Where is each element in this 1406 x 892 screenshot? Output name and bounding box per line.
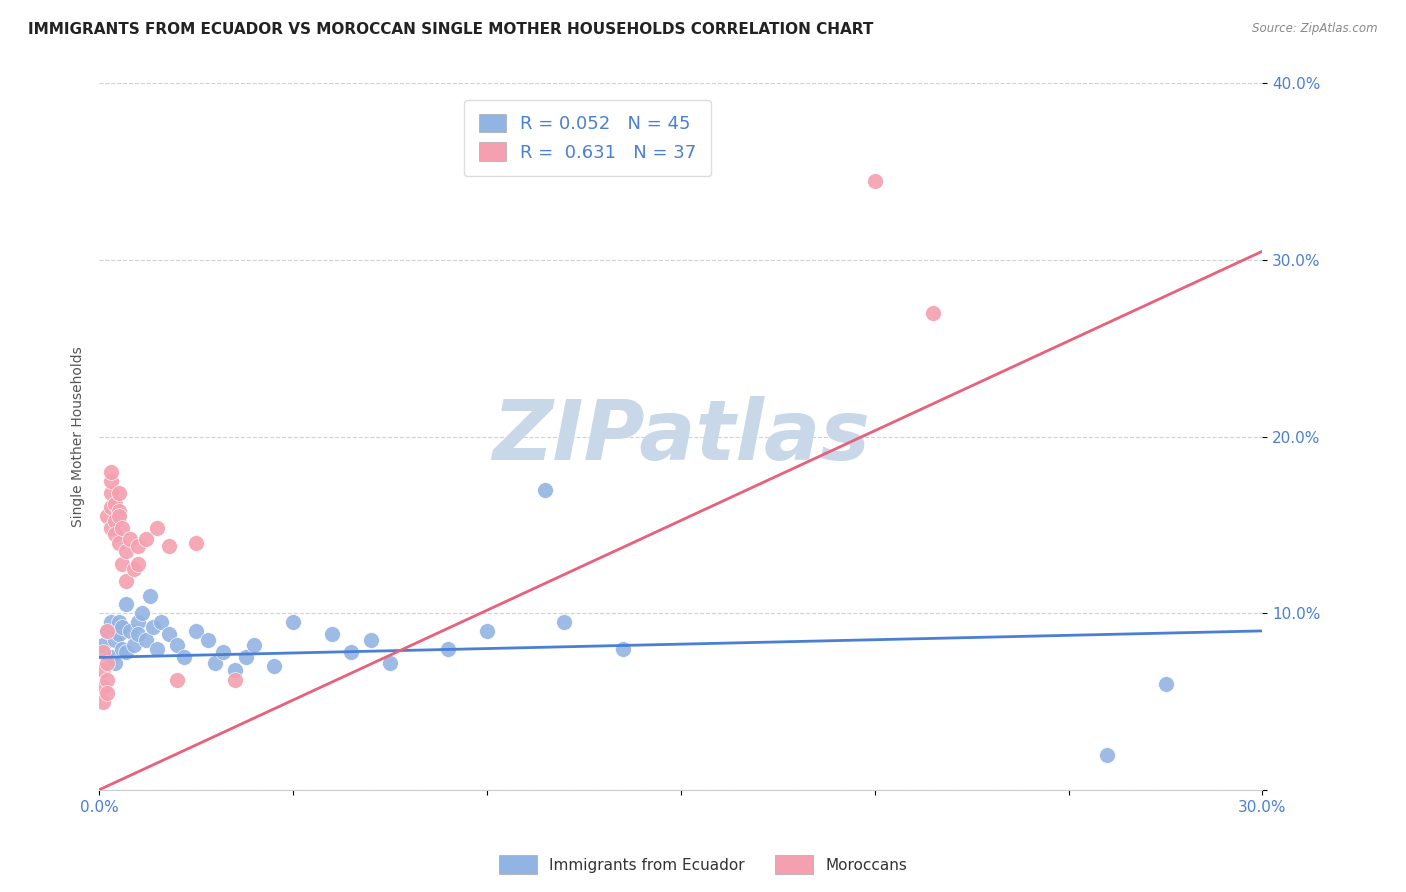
Point (157, 539, 180, 553)
Point (612, 641, 634, 656)
Point (321, 627, 343, 641)
Text: Source: ZipAtlas.com: Source: ZipAtlas.com (1253, 22, 1378, 36)
Point (120, 624, 142, 638)
Point (111, 521, 134, 535)
Point (107, 535, 129, 549)
Point (166, 638, 188, 652)
Point (184, 624, 207, 638)
Point (107, 486, 129, 500)
Point (553, 615, 575, 629)
Point (91, 645, 114, 659)
Point (212, 645, 235, 659)
Legend: Immigrants from Ecuador, Moroccans: Immigrants from Ecuador, Moroccans (492, 849, 914, 880)
Point (96, 624, 118, 638)
Point (96, 624, 118, 638)
Point (96, 686, 118, 700)
Point (921, 306, 943, 320)
Point (224, 673, 246, 688)
Point (863, 173, 886, 187)
Y-axis label: Single Mother Households: Single Mother Households (72, 346, 86, 527)
Point (135, 632, 157, 647)
Point (263, 659, 285, 673)
Point (157, 627, 180, 641)
Point (100, 650, 122, 665)
Point (122, 562, 145, 576)
Point (115, 645, 138, 659)
Point (1154, 677, 1177, 691)
Point (127, 557, 149, 571)
Point (107, 627, 129, 641)
Point (100, 486, 122, 500)
Point (100, 615, 122, 629)
Point (104, 515, 127, 529)
Point (100, 474, 122, 488)
Point (340, 645, 363, 659)
Point (104, 632, 127, 647)
Point (204, 656, 226, 670)
Point (166, 673, 188, 688)
Point (107, 509, 129, 524)
Point (91, 663, 114, 677)
Point (100, 465, 122, 479)
Point (360, 632, 382, 647)
Point (120, 532, 142, 546)
Point (127, 627, 149, 641)
Point (107, 504, 129, 518)
Point (534, 483, 557, 497)
Point (96, 656, 118, 670)
Point (378, 656, 401, 670)
Point (91, 638, 114, 652)
Point (475, 624, 498, 638)
Point (91, 694, 114, 708)
Point (111, 557, 134, 571)
Point (91, 681, 114, 695)
Point (437, 641, 460, 656)
Point (197, 632, 219, 647)
Point (138, 589, 160, 603)
Point (96, 509, 118, 524)
Point (115, 544, 138, 558)
Point (111, 641, 134, 656)
Point (135, 532, 157, 546)
Point (243, 638, 266, 652)
Point (122, 638, 145, 652)
Point (104, 656, 127, 670)
Point (115, 598, 138, 612)
Point (146, 641, 169, 656)
Point (115, 574, 138, 589)
Point (235, 650, 257, 665)
Legend: R = 0.052   N = 45, R =  0.631   N = 37: R = 0.052 N = 45, R = 0.631 N = 37 (464, 100, 711, 176)
Point (142, 620, 165, 634)
Point (100, 500, 122, 515)
Text: IMMIGRANTS FROM ECUADOR VS MOROCCAN SINGLE MOTHER HOUSEHOLDS CORRELATION CHART: IMMIGRANTS FROM ECUADOR VS MOROCCAN SING… (28, 22, 873, 37)
Point (184, 535, 207, 549)
Point (150, 615, 173, 629)
Point (1097, 747, 1119, 762)
Point (173, 650, 195, 665)
Point (281, 615, 304, 629)
Point (111, 620, 134, 634)
Point (131, 606, 153, 620)
Point (127, 539, 149, 553)
Point (127, 615, 149, 629)
Point (104, 526, 127, 541)
Point (107, 615, 129, 629)
Text: ZIPatlas: ZIPatlas (492, 396, 870, 477)
Point (100, 521, 122, 535)
Point (146, 521, 169, 535)
Point (224, 663, 246, 677)
Point (104, 497, 127, 511)
Point (96, 673, 118, 688)
